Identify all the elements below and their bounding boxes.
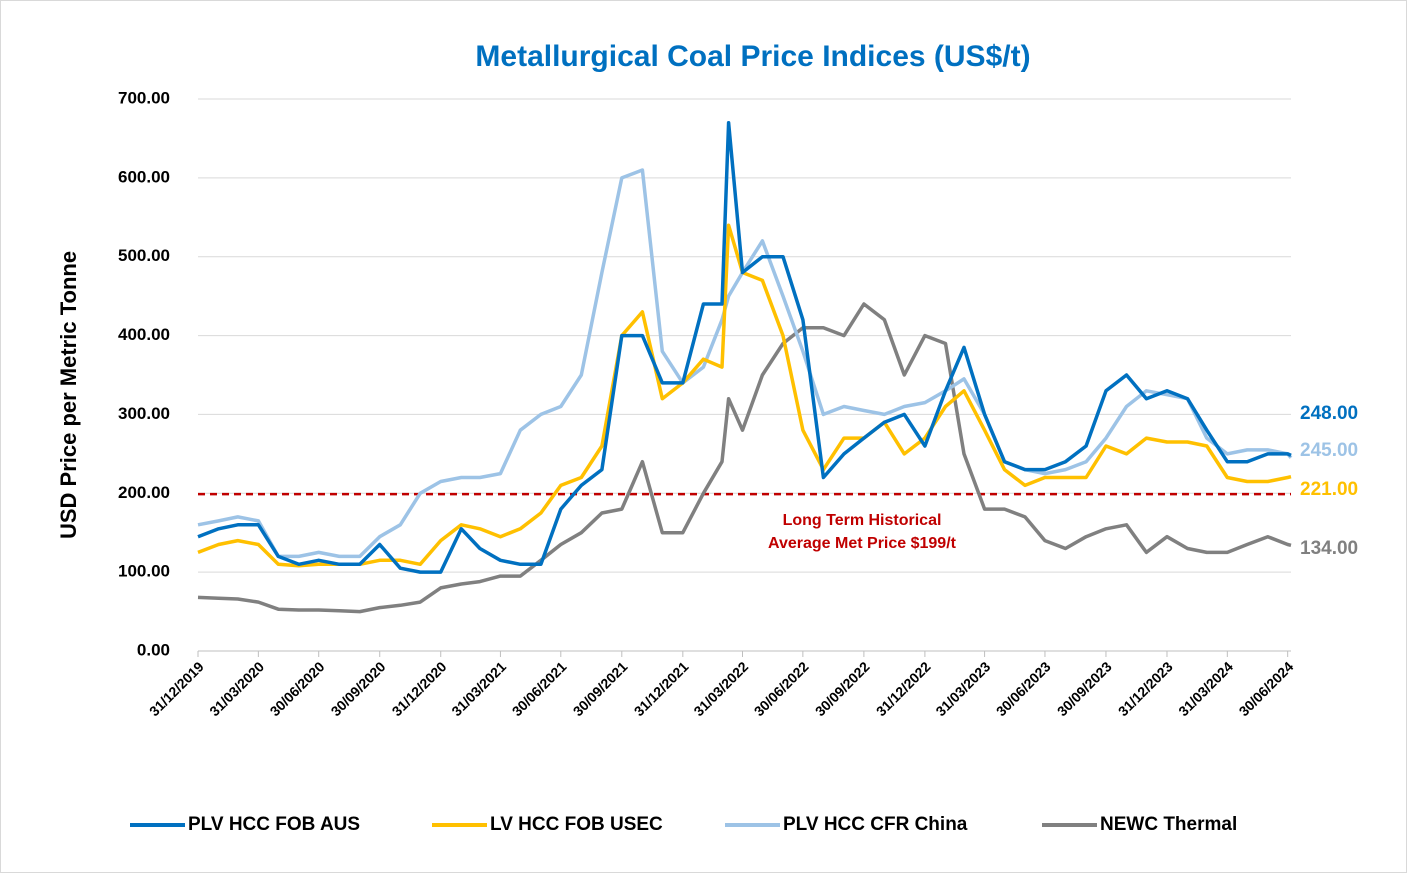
y-axis-label: USD Price per Metric Tonne xyxy=(56,251,81,539)
legend-label: PLV HCC CFR China xyxy=(783,814,968,835)
y-tick-label: 400.00 xyxy=(118,325,170,344)
y-tick-label: 600.00 xyxy=(118,167,170,186)
legend-label: NEWC Thermal xyxy=(1100,814,1237,835)
reference-label: Long Term Historical xyxy=(783,512,942,529)
series-line xyxy=(197,302,1292,614)
y-tick-label: 100.00 xyxy=(118,562,170,581)
y-tick-label: 200.00 xyxy=(118,483,170,502)
chart-title: Metallurgical Coal Price Indices (US$/t) xyxy=(475,40,1030,73)
y-tick-label: 500.00 xyxy=(118,246,170,265)
end-label: 134.00 xyxy=(1300,538,1358,559)
series-line xyxy=(197,120,1292,574)
end-label: 221.00 xyxy=(1300,479,1358,500)
legend-label: LV HCC FOB USEC xyxy=(490,814,663,835)
end-label: 248.00 xyxy=(1300,403,1358,424)
legend-label: PLV HCC FOB AUS xyxy=(188,814,360,835)
y-tick-label: 0.00 xyxy=(137,640,170,659)
reference-label: Average Met Price $199/t xyxy=(768,535,957,552)
y-tick-label: 700.00 xyxy=(118,88,170,107)
y-tick-label: 300.00 xyxy=(118,404,170,423)
end-label: 245.00 xyxy=(1300,440,1358,461)
